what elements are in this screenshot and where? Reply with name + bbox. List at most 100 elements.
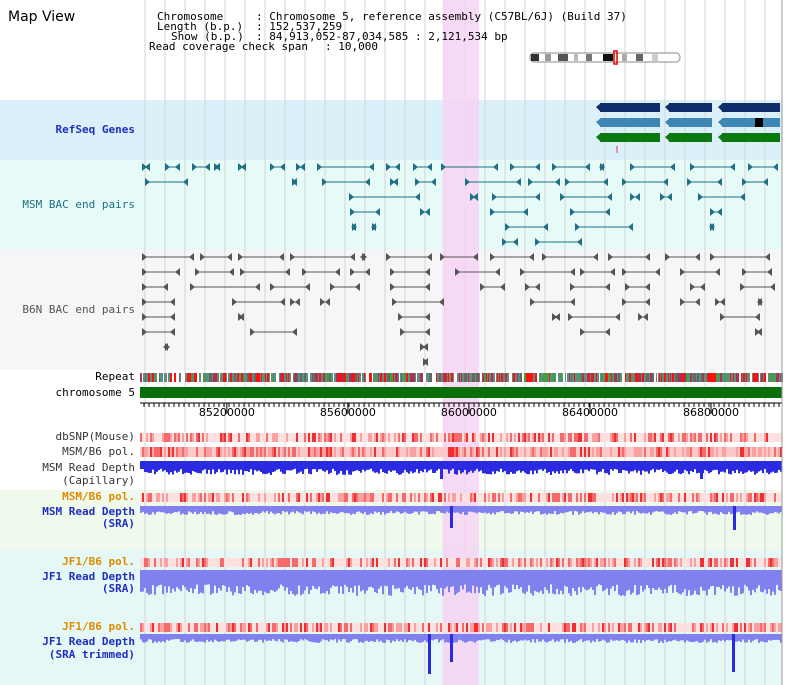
- label-msm-read-sra-1[interactable]: MSM Read Depth: [42, 505, 135, 518]
- label-msm-bac[interactable]: MSM BAC end pairs: [22, 198, 135, 211]
- label-msm-b6-pol-2[interactable]: MSM/B6 pol.: [62, 490, 135, 503]
- heat-cell: [570, 493, 572, 502]
- repeat-element: [720, 373, 722, 382]
- depth-bar: [576, 570, 578, 595]
- heat-cell: [162, 447, 164, 457]
- heat-cell: [428, 623, 430, 632]
- heat-cell: [708, 447, 710, 457]
- label-repeat[interactable]: Repeat: [95, 370, 135, 383]
- heat-cell: [602, 433, 604, 442]
- label-jf1-b6-pol[interactable]: JF1/B6 pol.: [62, 555, 135, 568]
- depth-bar: [562, 634, 564, 640]
- b6n-bac-track[interactable]: [142, 253, 775, 366]
- depth-bar: [386, 506, 388, 514]
- depth-bar: [270, 570, 272, 590]
- depth-bar: [242, 634, 244, 640]
- heat-cell: [184, 447, 186, 457]
- heat-cell: [240, 447, 242, 457]
- depth-bar: [688, 461, 690, 475]
- msm-bac-track[interactable]: [142, 163, 778, 246]
- heat-cell: [420, 493, 422, 502]
- heat-cell: [414, 623, 416, 632]
- depth-bar: [678, 506, 680, 512]
- heat-cell: [236, 558, 238, 567]
- label-jf1-read-sra-1[interactable]: JF1 Read Depth: [42, 570, 135, 583]
- heat-cell: [510, 447, 512, 457]
- b6n-bac-pair-end: [229, 268, 234, 276]
- heat-cell: [580, 447, 582, 457]
- label-jf1-trim-1[interactable]: JF1 Read Depth: [42, 635, 135, 648]
- heat-cell: [296, 447, 298, 457]
- heat-cell: [714, 447, 716, 457]
- heat-cell: [652, 433, 654, 442]
- repeat-element: [581, 373, 583, 382]
- depth-bar: [348, 461, 350, 475]
- heat-cell: [394, 558, 396, 567]
- heat-cell: [466, 447, 468, 457]
- heat-cell: [434, 447, 436, 457]
- axis-tick-label: 86400000: [561, 406, 618, 419]
- depth-bar: [620, 506, 622, 513]
- depth-bar: [368, 634, 370, 642]
- ideogram-band: [545, 54, 551, 61]
- depth-bar: [730, 461, 732, 475]
- heat-cell: [210, 493, 212, 502]
- depth-bar: [672, 570, 674, 593]
- b6n-bac-pair-end: [645, 253, 650, 261]
- label-msm-b6-pol[interactable]: MSM/B6 pol.: [62, 445, 135, 458]
- repeat-element: [524, 373, 527, 382]
- label-refseq-genes[interactable]: RefSeq Genes: [55, 123, 135, 136]
- refseq-gene-block: [722, 118, 780, 127]
- heat-cell: [244, 558, 246, 567]
- heat-cell: [442, 623, 444, 632]
- depth-bar: [696, 634, 698, 642]
- depth-bar: [142, 461, 144, 469]
- depth-bar: [300, 570, 302, 596]
- chromosome-ideogram[interactable]: [529, 50, 681, 65]
- heat-cell: [460, 433, 462, 442]
- label-dbsnp[interactable]: dbSNP(Mouse): [55, 430, 135, 443]
- depth-bar: [424, 506, 426, 512]
- heat-cell: [360, 623, 362, 632]
- heat-cell: [548, 447, 550, 457]
- depth-bar: [362, 461, 364, 470]
- label-jf1-b6-pol-2[interactable]: JF1/B6 pol.: [62, 620, 135, 633]
- heat-cell: [230, 447, 232, 457]
- depth-bar: [564, 634, 566, 643]
- depth-bar: [462, 634, 464, 642]
- repeat-element: [522, 373, 524, 382]
- heat-cell: [558, 433, 560, 442]
- heat-cell: [216, 493, 218, 502]
- depth-bar: [444, 461, 446, 470]
- heat-cell: [172, 623, 174, 632]
- depth-bar: [382, 506, 384, 512]
- heat-cell: [212, 493, 214, 502]
- depth-bar: [436, 634, 438, 640]
- heat-cell: [562, 433, 564, 442]
- heat-cell: [332, 558, 334, 567]
- depth-bar: [256, 570, 258, 593]
- label-b6n-bac[interactable]: B6N BAC end pairs: [22, 303, 135, 316]
- repeat-element: [461, 373, 462, 382]
- heat-cell: [276, 447, 278, 457]
- depth-bar: [500, 570, 502, 595]
- depth-bar: [530, 570, 532, 594]
- heat-cell: [716, 558, 718, 567]
- depth-bar: [376, 634, 378, 640]
- heat-cell: [242, 493, 244, 502]
- repeat-element: [532, 373, 533, 382]
- b6n-bac-pair-end: [350, 253, 355, 261]
- heat-cell: [490, 433, 492, 442]
- depth-bar: [174, 461, 176, 471]
- repeat-track[interactable]: [140, 373, 783, 382]
- refseq-genes-track[interactable]: [596, 103, 780, 153]
- depth-bar: [474, 461, 476, 471]
- heat-cell: [550, 493, 552, 502]
- label-msm-read-cap-1[interactable]: MSM Read Depth: [42, 461, 135, 474]
- heat-cell: [548, 433, 550, 442]
- depth-bar: [170, 506, 172, 514]
- depth-bar: [280, 570, 282, 585]
- depth-bar: [348, 506, 350, 514]
- heat-cell: [152, 493, 154, 502]
